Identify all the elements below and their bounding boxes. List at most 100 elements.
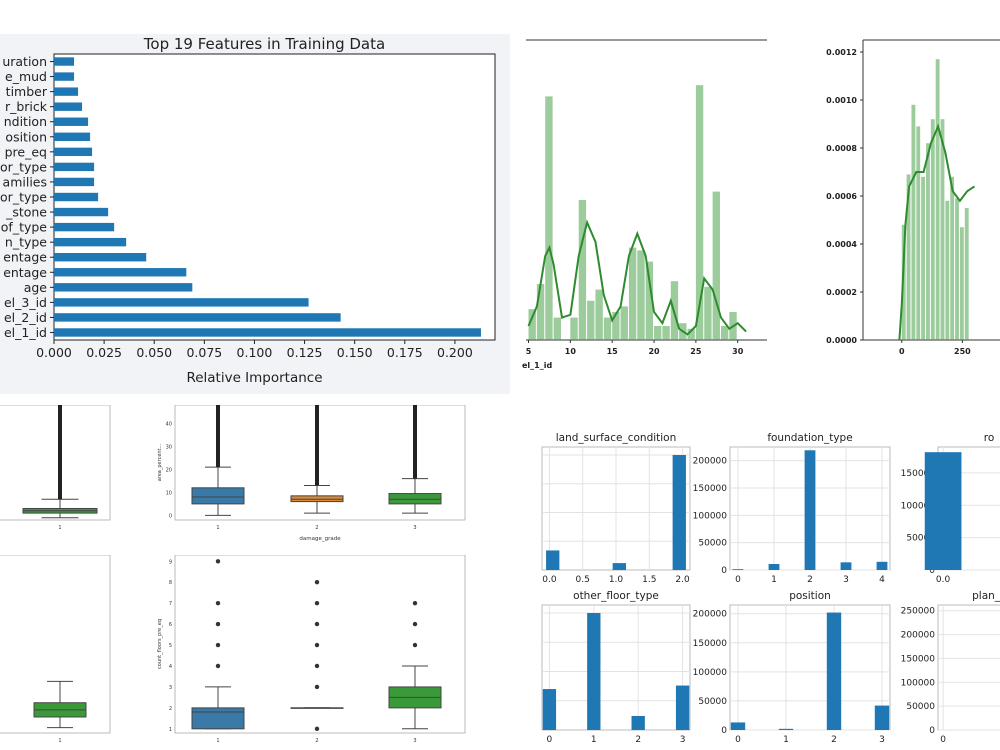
hist-11-ytick-1: 50000 [698, 697, 727, 707]
xtick-label-8: 0.200 [437, 345, 473, 360]
ytick-label-11: or_type [0, 159, 47, 174]
hist-10-xtick-3: 3 [680, 735, 686, 745]
ytick-label-4: 40 [166, 421, 172, 427]
xtick-label-4: 25 [690, 347, 702, 356]
ytick-label-0: 0 [169, 513, 172, 519]
hist-bar-15 [662, 326, 670, 340]
hist-8-bar-0 [732, 569, 744, 570]
outlier-1-2 [314, 663, 320, 669]
hist-11-ytick-0: 0 [721, 726, 727, 736]
hist-9-ytick-0: 0 [929, 566, 935, 576]
xtick-label-2: 3 [413, 738, 416, 744]
xtick-label-1: 10 [565, 347, 577, 356]
hist-bar-21 [712, 191, 720, 340]
bar-16 [54, 87, 79, 96]
boxplot-2: 1 2 3010203040damage_gradearea_percent... [157, 405, 466, 542]
boxplot-1: 1 [0, 405, 111, 531]
hist-8-xtick-3: 3 [843, 575, 849, 585]
hist-bar-2 [545, 96, 553, 341]
hist-8-bar-3 [840, 562, 852, 570]
chart-title: Top 19 Features in Training Data [143, 35, 385, 53]
hist-11-xtick-3: 3 [879, 735, 885, 745]
bar-8 [54, 207, 109, 217]
histogram-grid: land_surface_condition 0.0 0.5 1.0 1.5 2.0 fou… [541, 432, 1000, 745]
ytick-label-5: 6 [169, 622, 172, 628]
bar-12 [54, 147, 93, 157]
ytick-label-1: el_2_id [4, 310, 47, 325]
bar-1 [54, 313, 341, 322]
x-axis-label: damage_grade [299, 536, 341, 542]
kde-line [898, 123, 976, 341]
hist-11-ytick-3: 150000 [693, 639, 728, 649]
hist-bar-8 [603, 317, 612, 340]
hist-9-ytick-1: 50000 [906, 534, 935, 544]
hist-bar-19 [695, 85, 704, 340]
bar-6 [54, 237, 127, 247]
xtick-label-0: 1 [58, 738, 61, 744]
hist-11-xtick-2: 2 [831, 735, 837, 745]
hist-9-ytick-3: 150000 [901, 469, 936, 479]
hist-12-ytick-0: 0 [929, 726, 935, 736]
y-axis-label: count_floors_pre_eq [157, 619, 163, 669]
ytick-label-0: 0.0000 [826, 336, 857, 345]
hist-bar-3 [553, 317, 561, 340]
ytick-label-16: timber [6, 84, 48, 99]
plot-area [0, 405, 111, 521]
hist-bar-10 [950, 176, 955, 340]
hist-8-ytick-2: 100000 [693, 511, 728, 521]
distplot-2: 0.0000 0.0002 0.0004 0.0006 0.0008 0.0010 0.00… [826, 39, 1000, 356]
kde-line [527, 219, 747, 336]
feature-importance-chart: Top 19 Features in Training Datael_1_ide… [0, 35, 496, 386]
outlier-1-0 [314, 726, 320, 732]
hist-8-xtick-2: 2 [807, 575, 813, 585]
ytick-label-5: 0.0010 [826, 96, 857, 105]
ytick-label-0: 1 [169, 727, 172, 733]
boxplot-panel-3: 1 [0, 555, 140, 750]
xtick-label-1: 2 [315, 525, 318, 531]
outlier-0-3 [215, 600, 221, 606]
outlier-2-2 [412, 600, 418, 606]
xtick-label-0: 0.000 [36, 345, 72, 360]
ytick-label-7: 8 [169, 580, 172, 586]
bar-2 [54, 298, 309, 307]
ytick-label-3: age [24, 280, 48, 295]
hist-bar-13 [645, 261, 654, 340]
hist-8-bar-4 [876, 561, 888, 570]
hist-bar-4 [570, 317, 578, 340]
bar-14 [54, 117, 89, 126]
hist-12-title: plan_c [972, 590, 1000, 602]
distplot-1: 5 10 15 20 25 30 el_1_id [522, 39, 767, 370]
hist-bar-11 [955, 198, 959, 340]
hist-7-bar-1 [612, 563, 626, 570]
ytick-label-12: pre_eq [5, 144, 47, 159]
outlier-1-4 [314, 621, 320, 627]
ytick-label-8: _stone [5, 205, 47, 220]
hist-7-bar-0 [546, 550, 560, 570]
box-0 [191, 487, 245, 505]
xtick-label-3: 20 [648, 347, 660, 356]
hist-bar-7 [935, 59, 940, 340]
xtick-label-3: 0.075 [186, 345, 222, 360]
hist-8-xtick-4: 4 [879, 575, 885, 585]
ytick-label-5: entage [3, 250, 47, 265]
ytick-label-6: 0.0012 [826, 48, 857, 57]
bar-17 [54, 72, 75, 81]
hist-bar-4 [921, 176, 926, 340]
x-axis-label: Relative Importance [186, 370, 322, 386]
distplot-panel-1: 5 10 15 20 25 30 el_1_id [522, 30, 770, 385]
hist-12-ytick-1: 50000 [906, 702, 935, 712]
xtick-label-0: 1 [216, 738, 219, 744]
bar-13 [54, 132, 91, 141]
x-axis-label: el_1_id [522, 361, 552, 370]
hist-11-title: position [789, 590, 831, 602]
hist-7-title: land_surface_condition [556, 432, 677, 444]
hist-bar-20 [704, 286, 712, 340]
xtick-label-4: 0.100 [237, 345, 273, 360]
hist-bar-7 [595, 289, 603, 340]
boxplot-panel-1: 1 [0, 405, 140, 550]
outlier-2-1 [412, 621, 418, 627]
hist-10-xtick-0: 0 [547, 735, 553, 745]
hist-10-bar-0 [542, 689, 557, 730]
hist-7-xtick-0: 0.0 [542, 575, 557, 585]
bar-15 [54, 102, 83, 111]
